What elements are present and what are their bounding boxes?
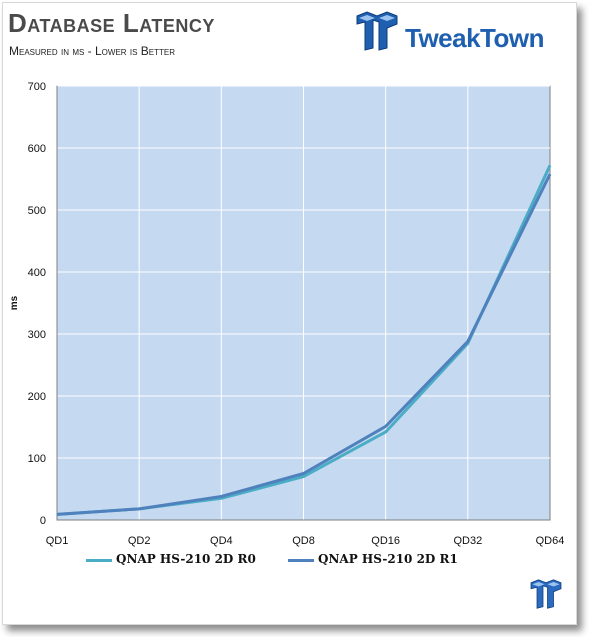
y-tick-label: 0 bbox=[40, 515, 46, 527]
y-tick-label: 600 bbox=[28, 143, 46, 155]
x-tick-label: QD1 bbox=[46, 535, 69, 547]
legend-line-r0 bbox=[86, 559, 112, 562]
x-tick-label: QD16 bbox=[371, 535, 400, 547]
y-tick-label: 500 bbox=[28, 205, 46, 217]
chart-title: Database Latency bbox=[8, 8, 215, 38]
y-tick-label: 200 bbox=[28, 391, 46, 403]
x-tick-label: QD32 bbox=[453, 535, 482, 547]
tweaktown-small-logo-icon bbox=[530, 579, 562, 609]
y-axis-label: ms bbox=[9, 295, 20, 310]
series-line-r1 bbox=[56, 173, 552, 516]
legend-label-r1: QNAP HS-210 2D R1 bbox=[318, 552, 458, 566]
x-tick-label: QD64 bbox=[536, 535, 565, 547]
brand-name: TweakTown bbox=[405, 23, 545, 53]
x-tick-label: QD8 bbox=[292, 535, 315, 547]
y-tick-label: 300 bbox=[28, 329, 46, 341]
x-tick-label: QD2 bbox=[128, 535, 151, 547]
y-tick-label: 700 bbox=[28, 81, 46, 93]
y-tick-label: 100 bbox=[28, 453, 46, 465]
legend-line-r1 bbox=[288, 559, 314, 562]
chart-subtitle: Measured in ms - Lower is Better bbox=[9, 44, 176, 58]
y-tick-label: 400 bbox=[28, 267, 46, 279]
legend-label-r0: QNAP HS-210 2D R0 bbox=[116, 552, 256, 566]
x-tick-label: QD4 bbox=[210, 535, 233, 547]
tweaktown-logo-icon bbox=[356, 11, 398, 51]
